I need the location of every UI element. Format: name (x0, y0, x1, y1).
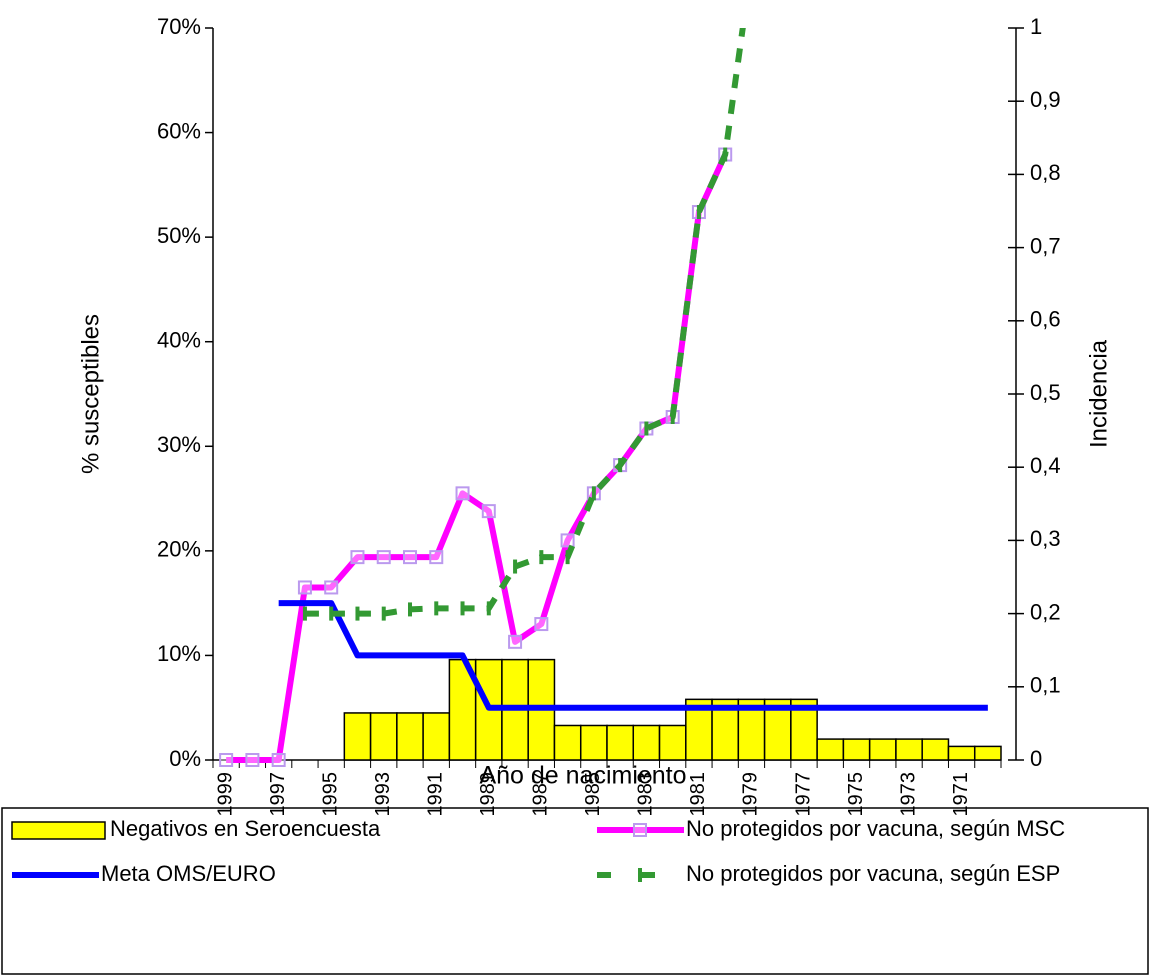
x-tick-label: 1985 (582, 772, 604, 817)
legend-marker (633, 823, 647, 837)
x-tick-label: 1991 (425, 772, 447, 817)
bar (921, 738, 950, 761)
bar (842, 738, 871, 761)
y2-tick-label: 0,6 (1030, 307, 1061, 332)
y-tick-label: 70% (157, 14, 201, 39)
y2-tick-label: 0,5 (1030, 380, 1061, 405)
bar (606, 724, 635, 761)
y2-axis-title: Incidencia (1085, 339, 1112, 448)
x-tick-label: 1999 (214, 772, 236, 817)
x-tick-label: 1995 (319, 772, 341, 817)
y2-tick-label: 0,4 (1030, 453, 1061, 478)
bar (422, 712, 451, 761)
marker (350, 550, 365, 565)
bar (579, 724, 608, 761)
bar (632, 724, 661, 761)
plot-area (219, 28, 1002, 767)
marker (245, 753, 260, 767)
x-tick-label: 1981 (687, 772, 709, 817)
marker (429, 550, 444, 565)
legend-label: No protegidos por vacuna, según ESP (686, 861, 1060, 886)
marker (534, 617, 549, 632)
marker (481, 504, 496, 519)
y-tick-label: 10% (157, 641, 201, 666)
x-tick-label: 1993 (372, 772, 394, 817)
bar (658, 724, 687, 761)
y2-tick-label: 1 (1030, 14, 1042, 39)
x-tick-label: 1971 (950, 772, 972, 817)
legend-label: No protegidos por vacuna, según MSC (686, 816, 1065, 841)
bar (369, 712, 398, 761)
line-series (278, 600, 988, 711)
marker (219, 753, 234, 767)
y2-tick-label: 0,3 (1030, 526, 1061, 551)
bar (973, 745, 1002, 761)
x-tick-label: 1997 (267, 772, 289, 817)
marker (508, 634, 523, 649)
bar (895, 738, 923, 761)
y2-tick-label: 0,9 (1030, 87, 1061, 112)
bar (553, 724, 582, 761)
y2-tick-label: 0,7 (1030, 233, 1061, 258)
y-tick-label: 50% (157, 223, 201, 248)
legend-swatch (11, 821, 106, 840)
marker (403, 550, 417, 565)
legend-label: Meta OMS/EURO (101, 861, 276, 886)
bar (816, 738, 845, 761)
x-tick-label: 1973 (897, 772, 919, 817)
marker (324, 580, 339, 595)
x-axis-title: Año de nacimiento (479, 762, 686, 790)
x-tick-label: 1979 (740, 772, 762, 817)
x-tick-label: 1989 (477, 772, 499, 817)
legend-label: Negativos en Seroencuesta (110, 816, 381, 841)
y2-tick-label: 0 (1030, 746, 1042, 771)
bar (396, 712, 424, 761)
y-tick-label: 40% (157, 328, 201, 353)
x-tick-label: 1975 (845, 772, 867, 817)
y-axis-title: % susceptibles (77, 314, 104, 474)
y2-tick-label: 0,2 (1030, 599, 1061, 624)
bar (343, 712, 372, 761)
marker (376, 550, 391, 565)
line-series (304, 28, 746, 617)
x-tick-label: 1987 (530, 772, 552, 817)
marker (455, 486, 470, 501)
y-tick-label: 60% (157, 118, 201, 143)
y-tick-label: 20% (157, 537, 201, 562)
y-tick-label: 0% (169, 746, 201, 771)
y2-tick-label: 0,1 (1030, 673, 1061, 698)
marker (271, 753, 286, 767)
legend-box (1, 807, 1149, 975)
marker (297, 580, 312, 595)
marker (560, 533, 575, 548)
bar (868, 738, 897, 761)
x-tick-label: 1977 (792, 772, 814, 817)
y-tick-label: 30% (157, 432, 201, 457)
x-tick-label: 1983 (635, 772, 657, 817)
bar (947, 745, 976, 761)
y2-tick-label: 0,8 (1030, 160, 1061, 185)
